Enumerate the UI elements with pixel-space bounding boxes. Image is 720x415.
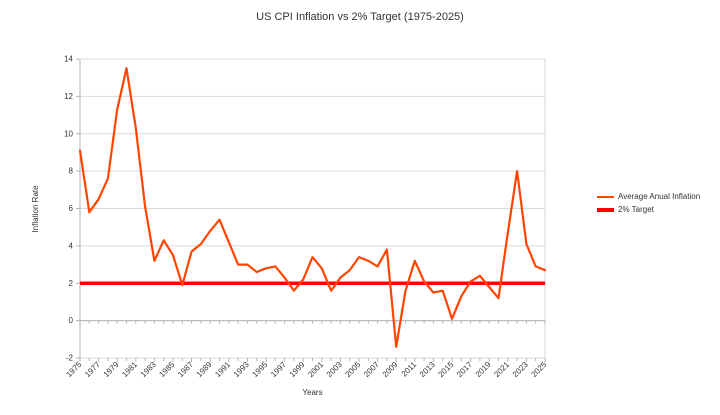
x-tick-label: 1995: [250, 360, 269, 379]
x-tick-label: 2005: [343, 360, 362, 379]
x-tick-label: 2019: [474, 360, 493, 379]
x-tick-label: 1977: [83, 360, 102, 379]
target-line-swatch: [597, 207, 614, 212]
legend-entry-target: 2% Target: [597, 205, 700, 214]
legend: Average Anual Inflation 2% Target: [597, 192, 700, 214]
x-tick-label: 2009: [381, 360, 400, 379]
x-tick-label: 1981: [120, 360, 139, 379]
inflation-line-swatch: [597, 195, 614, 198]
x-tick-label: 2003: [325, 360, 344, 379]
y-tick-label: 12: [64, 92, 73, 101]
x-tick-label: 2015: [436, 360, 455, 379]
legend-label-inflation: Average Anual Inflation: [618, 192, 701, 201]
legend-label-target: 2% Target: [618, 205, 654, 214]
x-axis-title: Years: [302, 388, 323, 397]
x-tick-label: 2021: [492, 360, 511, 379]
x-tick-label: 2001: [306, 360, 325, 379]
y-tick-label: 6: [69, 204, 74, 213]
x-tick-label: 1985: [157, 360, 176, 379]
x-tick-label: 2013: [418, 360, 437, 379]
x-tick-label: 2007: [362, 360, 381, 379]
chart-title: US CPI Inflation vs 2% Target (1975-2025…: [256, 11, 464, 23]
x-tick-label: 1979: [102, 360, 121, 379]
x-tick-label: 1989: [195, 360, 214, 379]
x-tick-label: 1999: [288, 360, 307, 379]
y-tick-label: 0: [69, 316, 74, 325]
x-tick-label: 1983: [139, 360, 158, 379]
x-tick-label: 1975: [64, 360, 83, 379]
y-tick-label: 4: [69, 241, 74, 250]
x-tick-label: 1993: [232, 360, 251, 379]
x-tick-label: 1997: [269, 360, 288, 379]
x-tick-label: 1991: [213, 360, 232, 379]
x-tick-label: 2011: [400, 360, 419, 379]
y-tick-label: 14: [64, 55, 73, 64]
x-tick-label: 2025: [529, 360, 548, 379]
y-tick-label: -2: [66, 354, 74, 363]
y-tick-label: 10: [64, 129, 73, 138]
x-tick-label: 2023: [511, 360, 530, 379]
y-tick-label: 8: [69, 167, 74, 176]
inflation-line: [78, 67, 547, 348]
legend-entry-inflation: Average Anual Inflation: [597, 192, 700, 201]
y-tick-label: 2: [69, 279, 74, 288]
x-tick-label: 2017: [455, 360, 474, 379]
x-tick-label: 1987: [176, 360, 195, 379]
